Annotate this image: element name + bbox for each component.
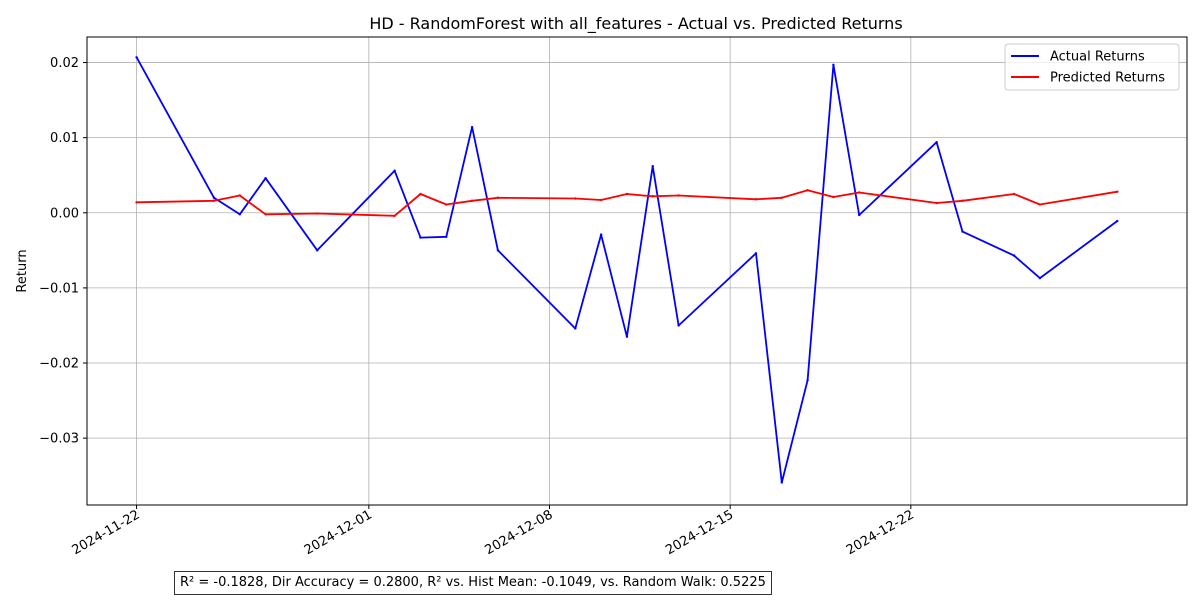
predicted-point <box>574 197 577 200</box>
predicted-point <box>780 196 783 199</box>
chart-title: HD - RandomForest with all_features - Ac… <box>369 14 902 34</box>
actual-point <box>419 236 422 239</box>
actual-point <box>574 327 577 330</box>
predicted-point <box>858 191 861 194</box>
actual-point <box>780 481 783 484</box>
actual-point <box>651 165 654 168</box>
legend-label-actual: Actual Returns <box>1050 50 1145 65</box>
y-tick-label: 0.00 <box>50 206 79 221</box>
actual-point <box>393 169 396 172</box>
predicted-point <box>651 195 654 198</box>
y-axis-label: Return <box>15 249 30 292</box>
predicted-point <box>316 212 319 215</box>
predicted-point <box>238 194 241 197</box>
actual-point <box>238 213 241 216</box>
actual-point <box>677 324 680 327</box>
actual-point <box>1012 254 1016 257</box>
actual-point <box>754 252 758 255</box>
x-tick-label: 2024-12-08 <box>483 507 556 558</box>
predicted-point <box>677 194 680 197</box>
predicted-point <box>935 201 938 205</box>
predicted-point <box>625 192 629 196</box>
predicted-point <box>135 201 138 204</box>
actual-point <box>445 235 448 239</box>
predicted-point <box>470 199 474 202</box>
y-tick-label: 0.02 <box>50 56 79 71</box>
predicted-point <box>445 203 448 206</box>
predicted-point <box>1012 192 1016 196</box>
grid-lines <box>87 37 1187 505</box>
predicted-point <box>754 198 758 201</box>
y-tick-label: −0.02 <box>39 357 79 372</box>
x-tick-label: 2024-11-22 <box>70 507 143 558</box>
y-tick-label: −0.03 <box>39 432 79 447</box>
y-tick-label: −0.01 <box>39 281 79 296</box>
actual-point <box>806 379 809 382</box>
actual-point <box>496 249 500 252</box>
x-tick-label: 2024-12-01 <box>302 507 375 558</box>
actual-point <box>212 196 216 199</box>
actual-point <box>264 177 267 180</box>
predicted-point <box>832 195 835 199</box>
legend-label-predicted: Predicted Returns <box>1050 71 1165 86</box>
x-axis-ticks: 2024-11-22 2024-12-01 2024-12-08 2024-12-15… <box>70 505 917 558</box>
actual-point <box>1116 219 1119 223</box>
predicted-point <box>961 199 964 202</box>
plot-frame <box>86 36 1188 506</box>
legend-box <box>1004 43 1180 91</box>
legend: Actual Returns Predicted Returns <box>1004 43 1180 91</box>
predicted-point <box>419 192 422 196</box>
predicted-point <box>212 199 216 202</box>
y-tick-label: 0.01 <box>50 131 79 146</box>
y-axis-ticks: 0.02 0.01 0.00 −0.01 −0.02 −0.03 <box>39 56 87 447</box>
actual-point <box>316 249 319 252</box>
actual-point <box>858 213 861 217</box>
actual-point <box>599 233 603 236</box>
x-tick-label: 2024-12-22 <box>844 507 917 558</box>
predicted-point <box>806 189 809 192</box>
series-layer <box>135 56 1119 484</box>
actual-point <box>935 140 938 144</box>
series-line-actual <box>135 56 1118 484</box>
predicted-point <box>496 196 500 199</box>
x-tick-label: 2024-12-15 <box>663 507 736 558</box>
predicted-point <box>264 213 267 216</box>
actual-point <box>625 335 629 338</box>
predicted-point <box>1038 203 1042 206</box>
predicted-point <box>1116 190 1119 193</box>
actual-point <box>470 125 474 129</box>
actual-point <box>1038 276 1042 280</box>
actual-point <box>135 56 138 59</box>
predicted-point <box>393 214 396 217</box>
predicted-point <box>599 198 603 202</box>
stats-annotation: R² = -0.1828, Dir Accuracy = 0.2800, R² … <box>174 571 772 595</box>
actual-point <box>961 230 964 233</box>
actual-point <box>832 63 835 66</box>
